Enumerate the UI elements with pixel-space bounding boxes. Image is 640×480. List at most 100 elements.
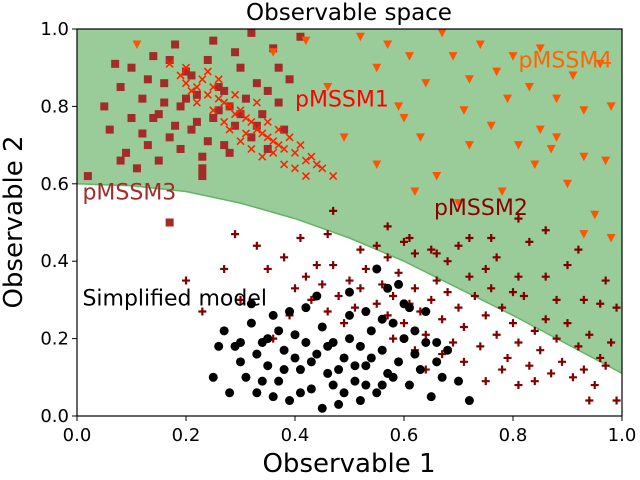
point-circle xyxy=(225,388,235,398)
point-circle xyxy=(454,376,463,386)
point-square xyxy=(149,52,158,61)
point-plus xyxy=(356,284,365,293)
point-plus xyxy=(552,334,561,343)
point-triangle xyxy=(606,102,616,111)
point-plus xyxy=(383,253,392,262)
point-circle xyxy=(377,380,387,390)
point-circle xyxy=(274,326,284,336)
point-plus xyxy=(558,357,567,366)
point-x xyxy=(269,137,278,146)
point-square xyxy=(127,63,136,72)
point-plus xyxy=(383,311,392,320)
point-square xyxy=(198,152,207,161)
point-circle xyxy=(312,349,322,359)
point-triangle xyxy=(383,40,393,49)
point-circle xyxy=(252,349,262,359)
point-circle xyxy=(285,307,295,317)
point-plus xyxy=(334,292,343,301)
point-plus xyxy=(329,261,338,270)
point-circle xyxy=(443,345,453,355)
x-tick-label: 0.8 xyxy=(499,425,528,446)
point-triangle xyxy=(339,133,349,142)
point-plus xyxy=(340,319,349,328)
point-plus xyxy=(530,377,539,386)
point-triangle xyxy=(601,156,611,166)
point-circle xyxy=(306,357,316,367)
point-x xyxy=(209,106,218,115)
point-plus xyxy=(601,361,610,370)
point-square xyxy=(122,148,131,157)
point-plus xyxy=(574,245,583,254)
point-square xyxy=(274,98,283,107)
point-x xyxy=(247,117,256,126)
point-circle xyxy=(219,326,229,336)
point-plus xyxy=(552,295,561,304)
series-triangle-down xyxy=(132,29,616,243)
point-square xyxy=(231,48,240,57)
point-square xyxy=(165,133,174,142)
point-x xyxy=(236,137,245,146)
point-circle xyxy=(268,310,278,320)
point-square xyxy=(187,125,196,134)
point-triangle xyxy=(132,40,142,49)
y-axis-label: Observable 2 xyxy=(0,135,29,308)
point-x xyxy=(263,133,272,142)
point-x xyxy=(252,98,261,107)
point-x xyxy=(236,106,245,115)
point-circle xyxy=(361,307,371,317)
point-circle xyxy=(312,291,322,301)
point-plus xyxy=(574,342,583,351)
y-tick-label: 0.2 xyxy=(40,329,69,350)
point-circle xyxy=(279,345,289,355)
point-triangle xyxy=(579,152,589,162)
point-x xyxy=(258,129,267,138)
point-circle xyxy=(208,372,218,382)
point-plus xyxy=(263,264,272,273)
y-tick-label: 0.4 xyxy=(40,251,69,272)
point-plus xyxy=(198,307,207,316)
point-plus xyxy=(350,303,359,312)
point-plus xyxy=(421,330,430,339)
point-square xyxy=(105,125,114,134)
point-plus xyxy=(498,365,507,374)
point-plus xyxy=(443,257,452,266)
point-triangle xyxy=(579,230,589,239)
point-circle xyxy=(383,283,393,293)
point-plus xyxy=(280,253,289,262)
point-circle xyxy=(415,365,425,375)
point-square xyxy=(111,59,120,68)
point-plus xyxy=(519,292,528,301)
point-square xyxy=(182,67,190,76)
point-triangle xyxy=(448,52,458,61)
point-plus xyxy=(394,268,403,277)
point-plus xyxy=(509,319,517,328)
point-plus xyxy=(509,288,517,297)
point-circle xyxy=(323,368,333,378)
point-circle xyxy=(317,322,327,332)
point-plus xyxy=(498,303,507,312)
point-square xyxy=(247,29,256,37)
point-circle xyxy=(410,349,420,359)
point-plus xyxy=(541,315,550,324)
series-x xyxy=(165,59,338,181)
point-x xyxy=(247,144,256,154)
point-plus xyxy=(323,307,332,316)
point-circle xyxy=(394,357,404,367)
point-circle xyxy=(345,334,354,344)
point-x xyxy=(230,90,240,99)
point-x xyxy=(214,75,223,84)
point-plus xyxy=(400,237,408,246)
point-plus xyxy=(612,303,621,312)
point-x xyxy=(192,98,201,107)
point-triangle xyxy=(394,102,404,111)
point-square xyxy=(220,86,229,95)
point-triangle xyxy=(503,94,513,104)
point-x xyxy=(312,160,321,169)
point-triangle xyxy=(486,121,496,131)
point-circle xyxy=(377,345,387,355)
point-plus xyxy=(454,303,463,312)
point-x xyxy=(290,148,300,157)
point-square xyxy=(236,63,245,72)
point-plus xyxy=(541,272,550,281)
point-plus xyxy=(579,365,588,374)
